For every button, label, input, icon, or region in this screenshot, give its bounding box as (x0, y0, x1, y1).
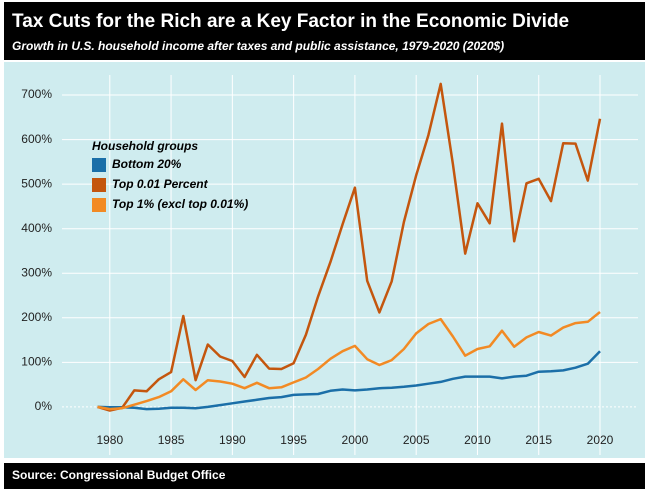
y-tick-label: 700% (21, 87, 52, 101)
y-tick-label: 0% (35, 399, 53, 413)
x-tick-label: 1980 (96, 433, 123, 447)
x-tick-label: 2000 (342, 433, 369, 447)
y-tick-label: 400% (21, 221, 52, 235)
series-line (97, 82, 602, 412)
legend-title: Household groups (92, 139, 198, 153)
series-line (97, 311, 601, 411)
legend-label: Top 1% (excl top 0.01%) (112, 197, 248, 211)
source-bar (4, 463, 645, 489)
y-tick-label: 600% (21, 132, 52, 146)
title-bar (4, 2, 645, 60)
series-line (97, 350, 601, 411)
x-tick-label: 2020 (587, 433, 614, 447)
legend-label: Bottom 20% (112, 157, 182, 171)
y-tick-label: 500% (21, 176, 52, 190)
x-tick-label: 2005 (403, 433, 430, 447)
source: Source: Congressional Budget Office (12, 468, 226, 482)
y-tick-label: 200% (21, 310, 52, 324)
legend-label: Top 0.01 Percent (112, 177, 209, 191)
y-tick-label: 300% (21, 265, 52, 279)
y-tick-label: 100% (21, 355, 52, 369)
x-tick-label: 2010 (464, 433, 491, 447)
chart-title: Tax Cuts for the Rich are a Key Factor i… (12, 11, 569, 32)
x-tick-label: 1995 (280, 433, 307, 447)
chart-subtitle: Growth in U.S. household income after ta… (12, 39, 504, 53)
legend-swatch (92, 178, 106, 192)
x-tick-label: 1990 (219, 433, 246, 447)
legend-swatch (92, 158, 106, 172)
x-tick-label: 2015 (525, 433, 552, 447)
legend-swatch (92, 198, 106, 212)
plot-panel (4, 62, 645, 458)
x-tick-label: 1985 (158, 433, 185, 447)
